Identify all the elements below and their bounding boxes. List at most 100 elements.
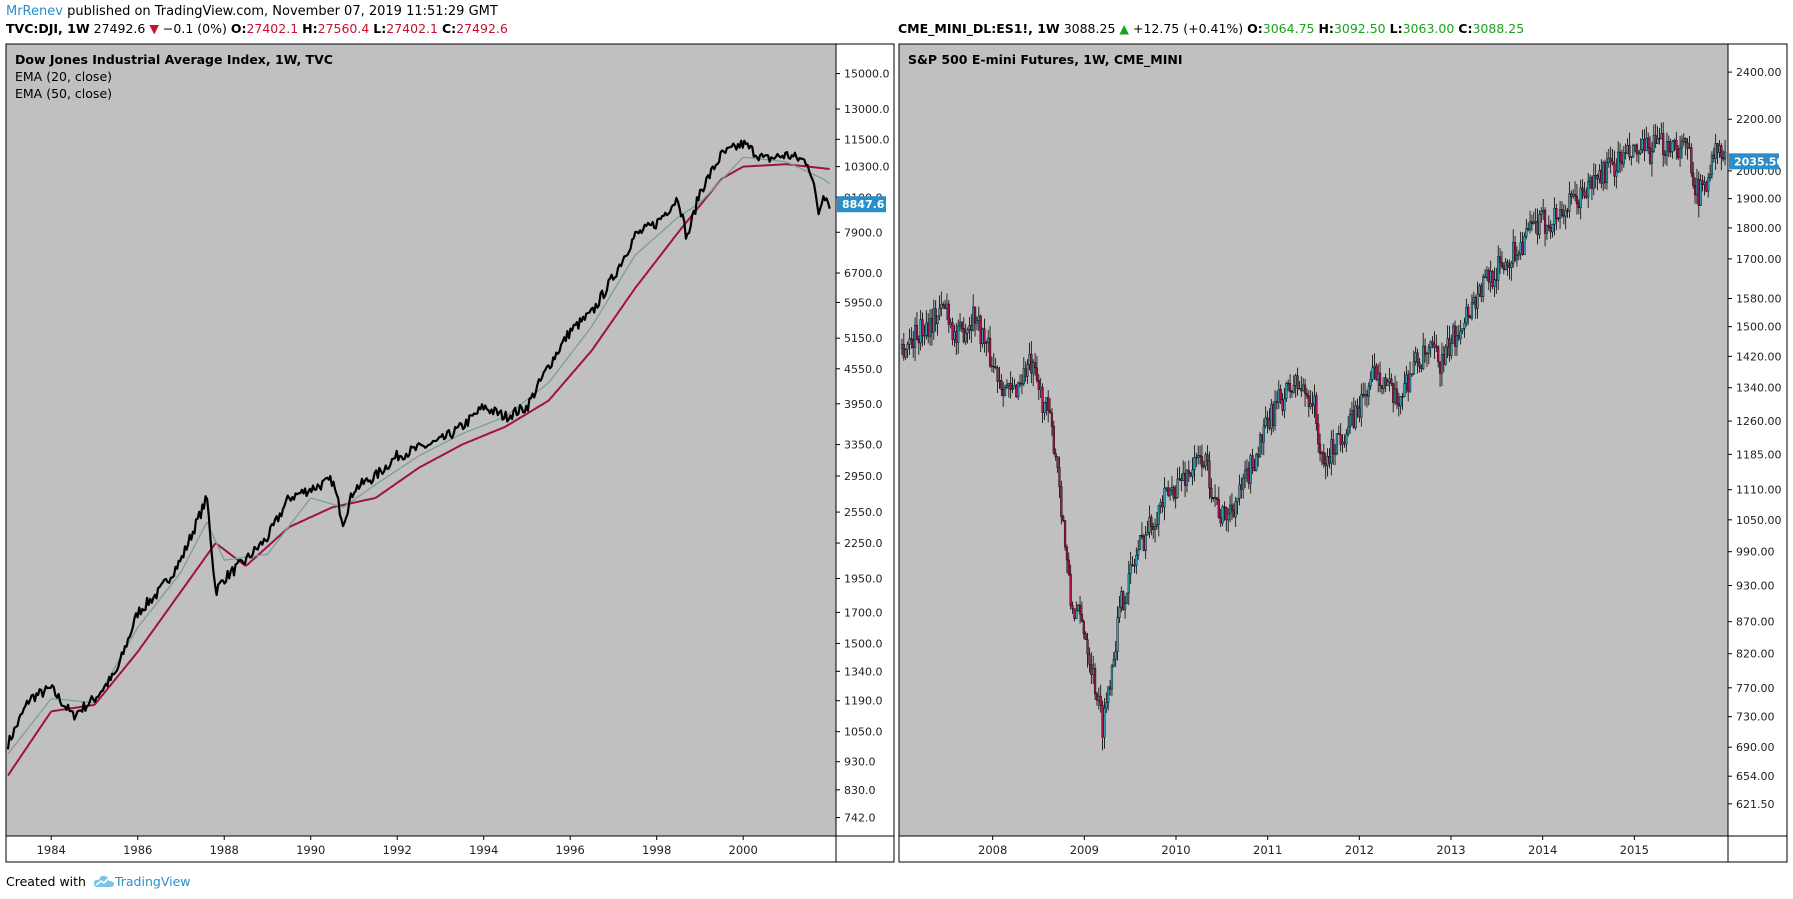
- candle-body: [1403, 383, 1406, 398]
- candle-body: [1131, 564, 1134, 567]
- x-tick-label: 2013: [1436, 843, 1465, 857]
- candle-body: [1018, 382, 1022, 385]
- candle-body: [1317, 423, 1320, 445]
- candle-body: [1048, 410, 1052, 414]
- candle-body: [983, 328, 986, 344]
- created-with-text: Created with: [6, 874, 86, 889]
- candle-body: [1007, 382, 1010, 386]
- candle-body: [1305, 393, 1309, 397]
- candle-body: [955, 331, 958, 343]
- candle-body: [1352, 410, 1355, 428]
- candle-body: [958, 321, 962, 327]
- candle-body: [1157, 505, 1160, 525]
- candle-body: [945, 303, 949, 309]
- candle-body: [1232, 510, 1235, 518]
- candle-body: [1542, 209, 1545, 212]
- chart-panel-dji[interactable]: 15000.013000.011500.010300.09100.07900.0…: [5, 43, 895, 863]
- candle-body: [1028, 353, 1031, 365]
- left-ticker-line: TVC:DJI, 1W 27492.6 ▼ −0.1 (0%) O:27402.…: [6, 21, 508, 36]
- candle-body: [1575, 196, 1579, 204]
- candle-body: [1249, 455, 1252, 484]
- candle-body: [1455, 335, 1459, 347]
- candle-body: [923, 335, 926, 337]
- right-close: 3088.25: [1472, 21, 1525, 36]
- candle-body: [1086, 639, 1089, 655]
- candle-body: [1504, 261, 1507, 270]
- candle-body: [1525, 228, 1528, 237]
- x-tick-label: 1990: [296, 843, 325, 857]
- candle-body: [1587, 181, 1590, 198]
- candle-body: [1032, 362, 1035, 374]
- candle-body: [1692, 172, 1695, 186]
- candle-body: [1611, 160, 1614, 164]
- candle-body: [1663, 154, 1667, 156]
- candle-body: [1257, 454, 1260, 458]
- candle-body: [1153, 526, 1157, 530]
- y-tick-label: 5150.0: [844, 332, 883, 345]
- candle-body: [1630, 156, 1633, 159]
- candle-body: [1262, 425, 1265, 443]
- candle-body: [1688, 147, 1691, 149]
- tradingview-link[interactable]: TradingView: [114, 874, 191, 889]
- candle-body: [1165, 487, 1168, 489]
- candle-body: [1395, 388, 1399, 404]
- y-tick-label: 10300.0: [844, 161, 890, 174]
- candle-body: [1502, 266, 1505, 270]
- y-tick-label: 930.0: [844, 756, 876, 769]
- candle-body: [994, 366, 997, 369]
- candle-body: [1678, 147, 1682, 158]
- y-tick-label: 742.0: [844, 812, 876, 825]
- left-o-label: O:: [230, 21, 247, 36]
- candle-body: [1397, 403, 1400, 407]
- candle-body: [1438, 361, 1442, 374]
- candle-body: [1495, 279, 1498, 281]
- candle-body: [1367, 385, 1370, 397]
- candle-body: [1326, 456, 1329, 466]
- right-c-label: C:: [1458, 21, 1473, 36]
- candle-body: [1161, 501, 1164, 508]
- candle-body: [1191, 469, 1194, 477]
- candle-body: [1570, 193, 1573, 197]
- candle-body: [1470, 301, 1474, 319]
- candle-body: [1652, 135, 1655, 152]
- candle-body: [1545, 224, 1549, 234]
- candle-body: [1035, 367, 1039, 381]
- y-tick-label: 2400.00: [1736, 66, 1782, 79]
- candle-body: [1123, 603, 1127, 610]
- candle-body: [908, 338, 911, 345]
- candle-body: [1187, 470, 1190, 474]
- candle-body: [1641, 139, 1644, 150]
- candle-body: [1178, 478, 1181, 480]
- y-tick-label: 1580.00: [1736, 293, 1782, 306]
- candle-body: [1345, 433, 1348, 445]
- x-tick-label: 2000: [729, 843, 758, 857]
- candle-body: [1281, 399, 1284, 411]
- x-tick-label: 1996: [556, 843, 585, 857]
- candle-body: [1275, 401, 1279, 403]
- candle-body: [1168, 490, 1172, 496]
- chart-panel-es[interactable]: 2400.002200.002000.001900.001800.001700.…: [898, 43, 1788, 863]
- candle-body: [1390, 378, 1393, 384]
- candle-body: [1253, 467, 1256, 471]
- candle-body: [1127, 573, 1130, 594]
- candle-body: [1590, 177, 1594, 189]
- candle-body: [1461, 328, 1464, 332]
- y-tick-label: 1050.00: [1736, 514, 1782, 527]
- right-o-label: O:: [1247, 21, 1263, 36]
- y-tick-label: 1500.0: [844, 637, 883, 650]
- candle-body: [1474, 297, 1477, 309]
- candle-body: [1523, 235, 1526, 255]
- candle-body: [1573, 194, 1577, 197]
- y-tick-label: 621.50: [1736, 798, 1775, 811]
- candle-body: [1056, 456, 1059, 468]
- candle-body: [1093, 668, 1097, 695]
- candle-body: [943, 305, 947, 309]
- candle-body: [1118, 606, 1121, 618]
- candle-body: [1045, 397, 1048, 403]
- plot-area[interactable]: [6, 44, 837, 837]
- author-link[interactable]: MrRenev: [6, 4, 63, 19]
- candle-body: [1020, 383, 1024, 385]
- candle-body: [1551, 224, 1554, 233]
- candle-body: [1073, 608, 1076, 619]
